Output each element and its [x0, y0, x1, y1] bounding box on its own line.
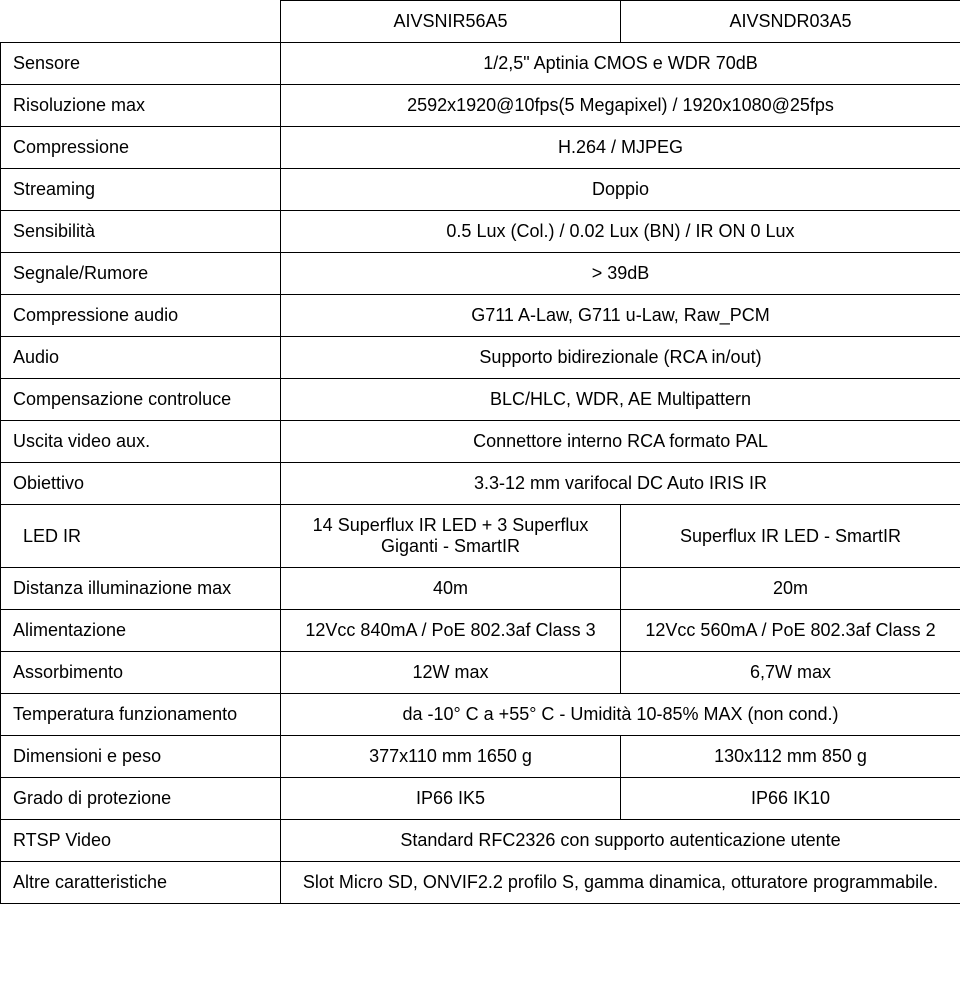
spec-label: RTSP Video [1, 820, 281, 862]
spec-value: Doppio [281, 169, 960, 211]
spec-value-1: IP66 IK5 [281, 778, 621, 820]
spec-value: 0.5 Lux (Col.) / 0.02 Lux (BN) / IR ON 0… [281, 211, 960, 253]
spec-value-1: 12Vcc 840mA / PoE 802.3af Class 3 [281, 610, 621, 652]
spec-value: 2592x1920@10fps(5 Megapixel) / 1920x1080… [281, 85, 960, 127]
spec-label: Streaming [1, 169, 281, 211]
header-empty [1, 1, 281, 43]
spec-value: da -10° C a +55° C - Umidità 10-85% MAX … [281, 694, 960, 736]
spec-label: Distanza illuminazione max [1, 568, 281, 610]
spec-value: 3.3-12 mm varifocal DC Auto IRIS IR [281, 463, 960, 505]
spec-value-1: 40m [281, 568, 621, 610]
spec-value-2: Superflux IR LED - SmartIR [621, 505, 960, 568]
spec-value: 1/2,5" Aptinia CMOS e WDR 70dB [281, 43, 960, 85]
spec-value: Connettore interno RCA formato PAL [281, 421, 960, 463]
spec-value-1: 12W max [281, 652, 621, 694]
spec-value: > 39dB [281, 253, 960, 295]
spec-value-2: IP66 IK10 [621, 778, 960, 820]
spec-label: Altre caratteristiche [1, 862, 281, 904]
spec-label: Temperatura funzionamento [1, 694, 281, 736]
spec-value: H.264 / MJPEG [281, 127, 960, 169]
spec-table: AIVSNIR56A5AIVSNDR03A5 Sensore1/2,5" Apti… [0, 0, 960, 904]
spec-value: G711 A-Law, G711 u-Law, Raw_PCM [281, 295, 960, 337]
spec-label: Assorbimento [1, 652, 281, 694]
spec-label: Grado di protezione [1, 778, 281, 820]
spec-label: LED IR [1, 505, 281, 568]
spec-label: Sensibilità [1, 211, 281, 253]
spec-label: Obiettivo [1, 463, 281, 505]
spec-label: Risoluzione max [1, 85, 281, 127]
spec-value: Standard RFC2326 con supporto autenticaz… [281, 820, 960, 862]
spec-value-1: 14 Superflux IR LED + 3 Superflux Gigant… [281, 505, 621, 568]
header-model-1: AIVSNIR56A5 [281, 1, 621, 43]
spec-label: Segnale/Rumore [1, 253, 281, 295]
spec-value-2: 130x112 mm 850 g [621, 736, 960, 778]
spec-label: Sensore [1, 43, 281, 85]
spec-label: Compensazione controluce [1, 379, 281, 421]
spec-value: Slot Micro SD, ONVIF2.2 profilo S, gamma… [281, 862, 960, 904]
spec-label: Compressione audio [1, 295, 281, 337]
spec-label: Alimentazione [1, 610, 281, 652]
spec-value-2: 20m [621, 568, 960, 610]
spec-label: Uscita video aux. [1, 421, 281, 463]
spec-value: Supporto bidirezionale (RCA in/out) [281, 337, 960, 379]
spec-value-1: 377x110 mm 1650 g [281, 736, 621, 778]
spec-value-2: 12Vcc 560mA / PoE 802.3af Class 2 [621, 610, 960, 652]
spec-value-2: 6,7W max [621, 652, 960, 694]
spec-value: BLC/HLC, WDR, AE Multipattern [281, 379, 960, 421]
spec-label: Dimensioni e peso [1, 736, 281, 778]
spec-label: Compressione [1, 127, 281, 169]
spec-label: Audio [1, 337, 281, 379]
header-model-2: AIVSNDR03A5 [621, 1, 960, 43]
